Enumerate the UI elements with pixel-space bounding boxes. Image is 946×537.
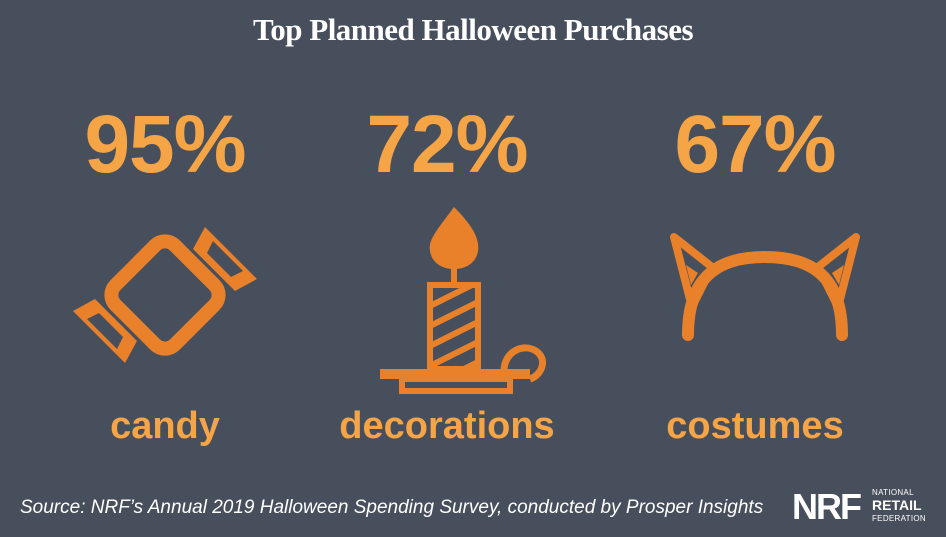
stat-value-decorations: 72% [366, 99, 528, 190]
stat-decorations: 72% decorations [297, 0, 597, 537]
logo-line2: RETAIL [872, 497, 922, 513]
stat-label-costumes: costumes [666, 405, 844, 447]
candle-icon [380, 207, 547, 394]
stat-value-costumes: 67% [674, 99, 836, 190]
chart-title: Top Planned Halloween Purchases [252, 12, 694, 47]
cat-ears-headband-icon [670, 233, 860, 341]
candy-icon [73, 227, 257, 363]
logo-line3: FEDERATION [872, 514, 926, 523]
stat-costumes: 67% costumes [605, 0, 905, 537]
logo-mark: NRF [792, 486, 862, 527]
stat-label-decorations: decorations [339, 405, 555, 447]
logo-line1: NATIONAL [872, 488, 914, 497]
stat-value-candy: 95% [84, 99, 246, 190]
nrf-logo: NRF NATIONAL RETAIL FEDERATION [792, 488, 932, 526]
source-note: Source: NRF’s Annual 2019 Halloween Spen… [20, 497, 764, 518]
stat-candy: 95% candy [15, 0, 315, 537]
stat-label-candy: candy [110, 405, 220, 447]
